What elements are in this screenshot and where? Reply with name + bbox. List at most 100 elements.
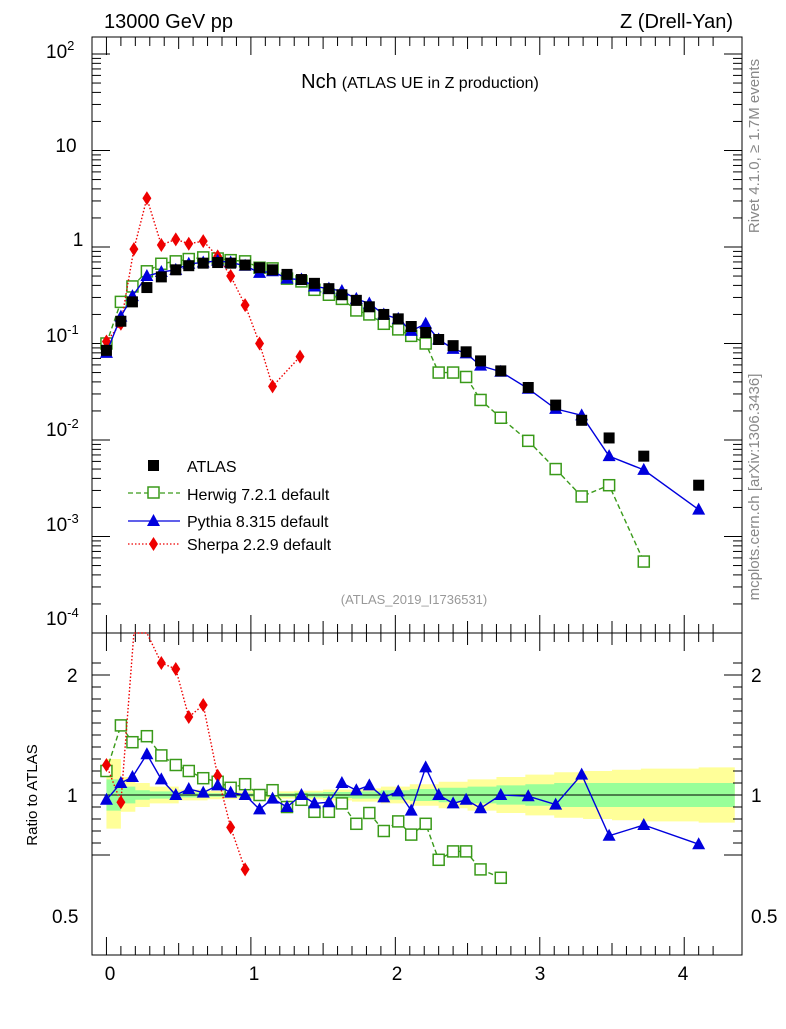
point-atlas <box>115 315 127 327</box>
main-plot-series <box>99 191 706 568</box>
point-atlas <box>475 355 487 367</box>
ratio-series-pythia <box>99 747 706 850</box>
ratio-point-pythia <box>549 797 563 810</box>
x-tick-label-4: 4 <box>678 964 689 985</box>
ratio-point-herwig <box>350 817 363 831</box>
point-pythia <box>637 462 651 475</box>
point-sherpa <box>184 236 194 251</box>
header-left: 13000 GeV pp <box>104 11 233 33</box>
point-herwig <box>432 366 445 379</box>
point-herwig <box>637 555 651 568</box>
ratio-point-pythia <box>125 770 139 782</box>
legend-marker-pythia <box>147 514 160 526</box>
point-herwig <box>494 411 508 425</box>
legend-item-pythia: Pythia 8.315 default <box>128 514 329 531</box>
point-atlas <box>170 264 182 276</box>
legend-label-sherpa: Sherpa 2.2.9 default <box>187 537 332 554</box>
point-atlas <box>420 327 432 339</box>
ratio-frame <box>91 632 743 956</box>
point-atlas <box>267 264 279 276</box>
ratio-tick-label-2-right: 2 <box>751 666 762 687</box>
ratio-point-pythia <box>391 784 405 797</box>
ratio-point-herwig <box>494 871 508 885</box>
ratio-point-sherpa <box>198 698 208 712</box>
ratio-point-pythia <box>322 795 336 808</box>
ratio-point-sherpa <box>171 662 181 676</box>
point-atlas <box>281 268 293 280</box>
point-herwig <box>459 370 473 384</box>
plot-title: Nch (ATLAS UE in Z production) <box>301 71 539 93</box>
ratio-point-herwig <box>155 749 168 762</box>
point-pythia <box>692 502 706 515</box>
point-atlas <box>460 346 472 358</box>
point-atlas <box>254 262 266 274</box>
y-tick-label-1: 1 <box>73 230 84 251</box>
ratio-point-pythia <box>140 747 154 760</box>
ratio-point-herwig <box>432 853 445 867</box>
series-atlas <box>100 257 705 491</box>
point-atlas <box>392 313 404 325</box>
legend-label-atlas: ATLAS <box>187 459 237 476</box>
x-tick-label-1: 1 <box>249 964 260 985</box>
ratio-point-pythia <box>349 783 363 796</box>
ratio-point-pythia <box>280 800 294 812</box>
point-atlas <box>126 296 138 308</box>
ratio-tick-label-0.5-left: 0.5 <box>52 907 78 928</box>
ratio-point-herwig <box>126 735 139 749</box>
point-atlas <box>323 283 335 295</box>
ratio-point-herwig <box>169 758 183 772</box>
point-atlas <box>495 365 507 377</box>
point-atlas <box>350 294 362 306</box>
analysis-id: (ATLAS_2019_I1736531) <box>341 592 487 607</box>
point-herwig <box>446 366 460 379</box>
legend-item-atlas: ATLAS <box>148 459 237 476</box>
point-atlas <box>363 301 375 313</box>
point-sherpa <box>142 191 152 206</box>
ratio-point-pythia <box>446 796 460 809</box>
y-tick-label-1e-2: 10-2 <box>46 416 79 441</box>
x-tick-label-0: 0 <box>105 964 116 985</box>
point-herwig <box>377 317 391 331</box>
point-herwig <box>350 304 363 317</box>
ratio-point-sherpa <box>184 710 194 724</box>
ratio-y-axis <box>92 662 742 856</box>
ratio-point-sherpa <box>156 656 166 670</box>
point-atlas <box>295 274 307 286</box>
point-atlas <box>336 289 348 301</box>
ratio-point-pythia <box>266 791 280 804</box>
point-sherpa <box>129 242 139 257</box>
ratio-point-herwig <box>474 863 487 876</box>
ratio-point-pythia <box>182 782 196 794</box>
ratio-point-pythia <box>253 802 267 815</box>
ratio-point-herwig <box>404 828 418 841</box>
point-herwig <box>391 323 405 336</box>
ratio-point-pythia <box>494 788 508 800</box>
legend-marker-atlas <box>148 460 159 471</box>
mcplots-label: mcplots.cern.ch [arXiv:1306.3436] <box>746 374 763 601</box>
ratio-point-pythia <box>521 789 535 802</box>
point-atlas <box>100 344 112 356</box>
x-tick-label-3: 3 <box>535 964 546 985</box>
legend-label-herwig: Herwig 7.2.1 default <box>187 487 330 504</box>
ratio-point-pythia <box>169 788 183 800</box>
main-y-tick-labels: 10-4 10-3 10-2 10-1 1 10 102 <box>46 38 83 630</box>
point-atlas <box>550 399 562 411</box>
ratio-point-pythia <box>196 785 210 798</box>
point-atlas <box>197 257 209 269</box>
point-atlas <box>155 271 167 283</box>
ratio-point-herwig <box>363 806 376 820</box>
y-tick-label-1e-3: 10-3 <box>46 511 79 536</box>
legend-marker-herwig <box>147 486 160 499</box>
ratio-point-pythia <box>474 801 488 814</box>
ratio-point-pythia <box>602 828 616 841</box>
point-sherpa <box>198 234 208 249</box>
point-pythia <box>419 316 433 329</box>
ratio-point-sherpa <box>226 820 236 835</box>
legend-item-sherpa: Sherpa 2.2.9 default <box>128 537 332 554</box>
point-atlas <box>212 257 224 269</box>
point-atlas <box>433 334 445 346</box>
ratio-point-pythia <box>692 837 706 850</box>
ratio-point-sherpa <box>116 795 126 810</box>
ratio-tick-label-1-left: 1 <box>67 786 78 807</box>
